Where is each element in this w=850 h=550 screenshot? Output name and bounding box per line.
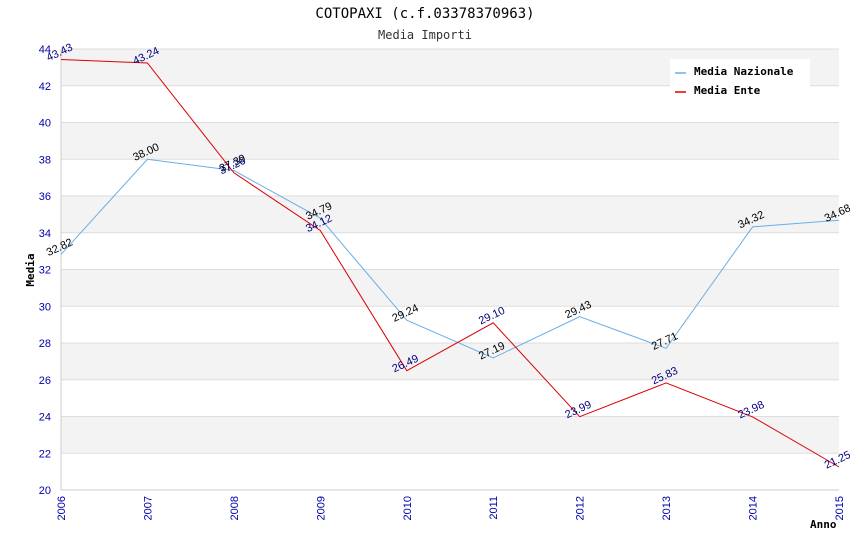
legend-box bbox=[670, 59, 810, 97]
grid-band bbox=[61, 453, 839, 490]
grid-band bbox=[61, 343, 839, 380]
series-lines bbox=[60, 59, 840, 468]
x-axis-title: Anno bbox=[810, 518, 837, 531]
x-tick-label: 2014 bbox=[748, 496, 760, 520]
legend-label-media-nazionale: Media Nazionale bbox=[694, 65, 794, 78]
y-tick-label: 34 bbox=[39, 228, 51, 240]
grid-band bbox=[61, 196, 839, 233]
y-tick-label: 30 bbox=[39, 301, 51, 313]
y-tick-label: 42 bbox=[39, 81, 51, 93]
grid-lines bbox=[60, 48, 839, 491]
y-tick-label: 28 bbox=[39, 338, 51, 350]
x-tick-label: 2010 bbox=[402, 496, 414, 520]
y-tick-label: 20 bbox=[39, 485, 51, 497]
grid-band bbox=[61, 232, 839, 270]
y-tick-label: 32 bbox=[39, 265, 51, 277]
x-axis-ticks: 2006 2007 2008 2009 2010 2011 2012 2013 2014 2015 bbox=[56, 496, 846, 520]
chart-subtitle: Media Importi bbox=[378, 28, 472, 42]
chart-title: COTOPAXI (c.f.03378370963) bbox=[315, 6, 534, 22]
grid-band bbox=[61, 306, 839, 343]
series-line-media-nazionale bbox=[60, 158, 840, 359]
legend-label-media-ente: Media Ente bbox=[694, 84, 761, 97]
x-tick-label: 2015 bbox=[834, 496, 846, 520]
x-tick-label: 2011 bbox=[488, 496, 500, 520]
x-tick-label: 2008 bbox=[229, 496, 241, 520]
legend: Media Nazionale Media Ente bbox=[670, 59, 810, 97]
y-tick-label: 38 bbox=[39, 154, 51, 166]
y-tick-label: 44 bbox=[39, 44, 51, 56]
x-tick-label: 2009 bbox=[315, 496, 327, 520]
y-axis-ticks: 20 22 24 26 28 30 32 34 36 38 40 42 44 bbox=[39, 44, 51, 497]
x-tick-label: 2012 bbox=[575, 496, 587, 520]
y-tick-label: 26 bbox=[39, 375, 51, 387]
y-axis-title: Media bbox=[24, 253, 37, 286]
y-tick-label: 22 bbox=[39, 448, 51, 460]
grid-band bbox=[61, 122, 839, 160]
x-tick-label: 2013 bbox=[661, 496, 673, 520]
grid-band bbox=[61, 159, 839, 196]
x-tick-label: 2006 bbox=[56, 496, 68, 520]
grid-band bbox=[61, 416, 839, 454]
series-line-media-ente bbox=[60, 59, 840, 468]
grid-band bbox=[61, 379, 839, 417]
y-tick-label: 24 bbox=[39, 412, 51, 424]
x-tick-label: 2007 bbox=[142, 496, 154, 520]
grid-band bbox=[61, 269, 839, 307]
y-tick-label: 36 bbox=[39, 191, 51, 203]
y-tick-label: 40 bbox=[39, 118, 51, 130]
